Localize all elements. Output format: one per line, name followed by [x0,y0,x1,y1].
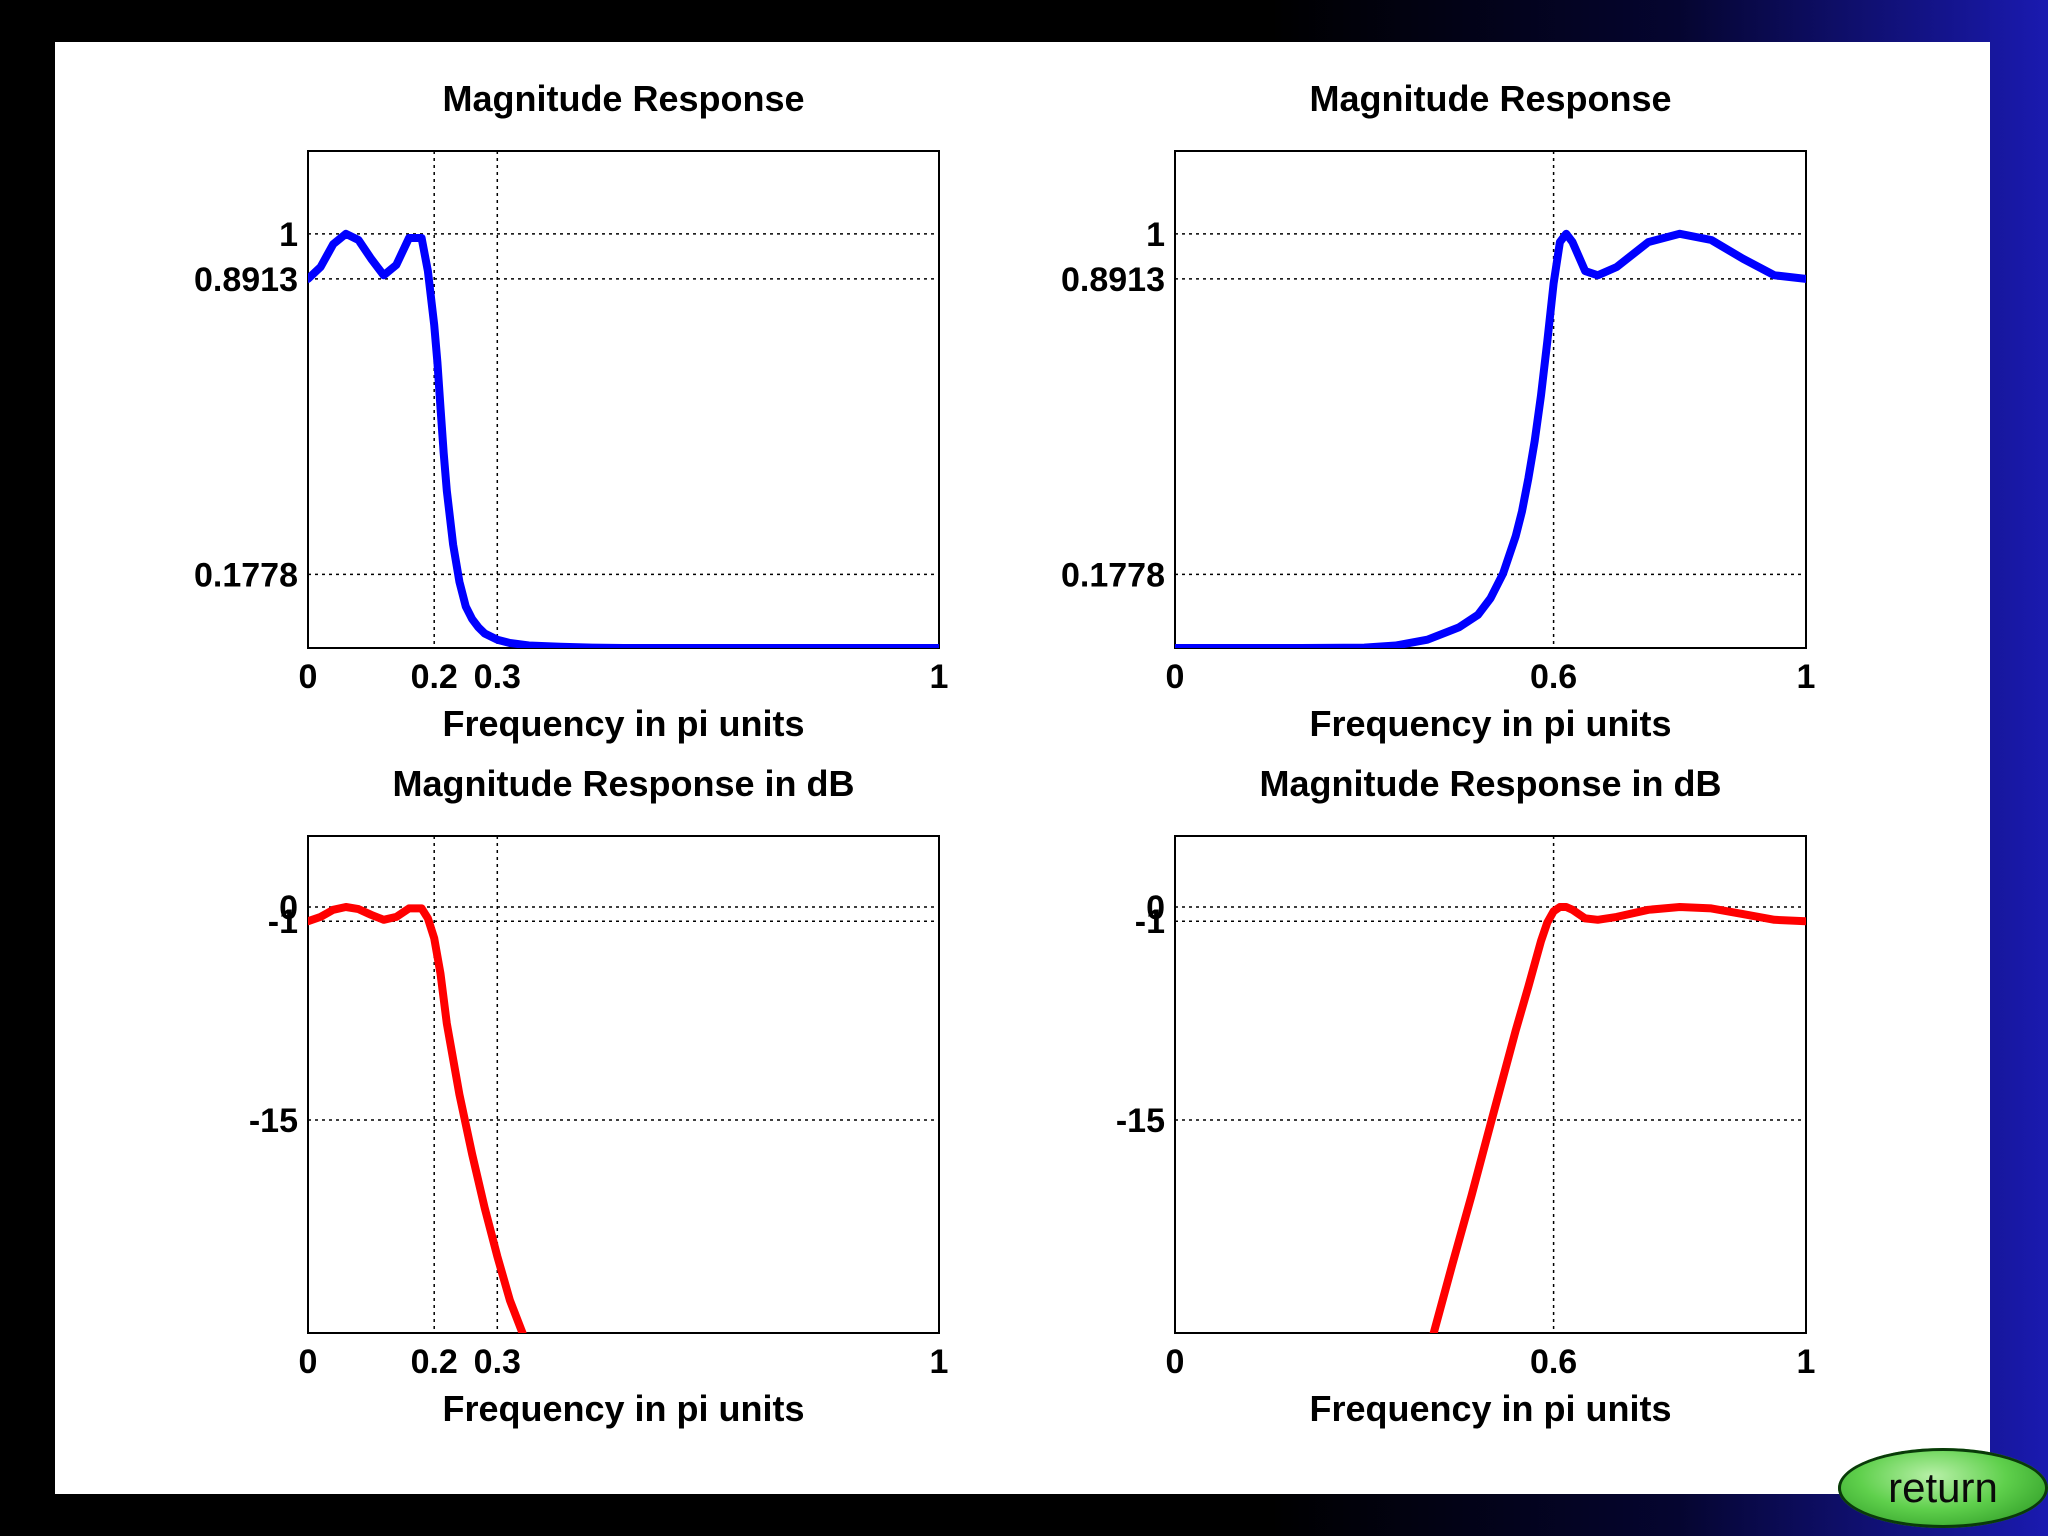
series-line-1 [1175,229,1806,648]
plot-frame [307,835,940,1334]
x-tick-label: 0.6 [1530,1343,1577,1381]
series-line-1 [308,229,939,648]
x-tick-label: 0.3 [474,658,521,696]
chart-title: Magnitude Response [1309,78,1671,119]
charts-canvas: 0 0.2 0.3 1 0.1778 0.8913 1 Magnitude Response F… [194,78,1816,1429]
x-tick-label: 0 [1166,658,1185,696]
series-line-1 [308,903,527,1333]
y-tick-label: 1 [279,216,298,254]
figure: 0 0.2 0.3 1 0.1778 0.8913 1 Magnitude Response F… [55,42,1990,1494]
x-tick-label: 1 [930,1343,949,1381]
x-tick-label: 0.3 [474,1343,521,1381]
x-tick-label: 0.6 [1530,658,1577,696]
plot-frame [1174,150,1807,649]
x-tick-label: 0 [299,658,318,696]
plot-frame [1174,835,1807,1334]
x-tick-label: 0 [1166,1343,1185,1381]
x-axis-label: Frequency in pi units [1309,1388,1671,1429]
x-tick-label: 0 [299,1343,318,1381]
y-tick-label: -15 [249,1102,298,1140]
x-axis-label: Frequency in pi units [1309,703,1671,744]
y-tick-label: 0.1778 [194,556,298,594]
chart-title: Magnitude Response in dB [1259,763,1721,804]
chart-title: Magnitude Response in dB [392,763,854,804]
x-axis-label: Frequency in pi units [442,703,804,744]
x-tick-label: 1 [1797,658,1816,696]
chart-2: 0 0.6 1 0.1778 0.8913 1 Magnitude Response Freq… [1061,78,1815,744]
y-tick-label: -15 [1116,1102,1165,1140]
y-tick-label: 1 [1146,216,1165,254]
y-tick-label: 0.8913 [1061,261,1165,299]
chart-title: Magnitude Response [442,78,804,119]
x-axis-label: Frequency in pi units [442,1388,804,1429]
y-tick-label: 0 [1146,889,1165,927]
x-tick-label: 0.2 [411,1343,458,1381]
series-line-1 [1429,903,1806,1333]
return-button[interactable]: return [1838,1448,2048,1528]
x-tick-label: 0.2 [411,658,458,696]
x-tick-label: 1 [930,658,949,696]
chart-1: 0 0.2 0.3 1 0.1778 0.8913 1 Magnitude Response F… [194,78,948,744]
y-tick-label: 0 [279,889,298,927]
y-tick-label: 0.8913 [194,261,298,299]
y-tick-label: -1 [268,903,298,941]
y-tick-label: -1 [1135,903,1165,941]
plot-frame [307,150,940,649]
x-tick-label: 1 [1797,1343,1816,1381]
y-tick-label: 0.1778 [1061,556,1165,594]
